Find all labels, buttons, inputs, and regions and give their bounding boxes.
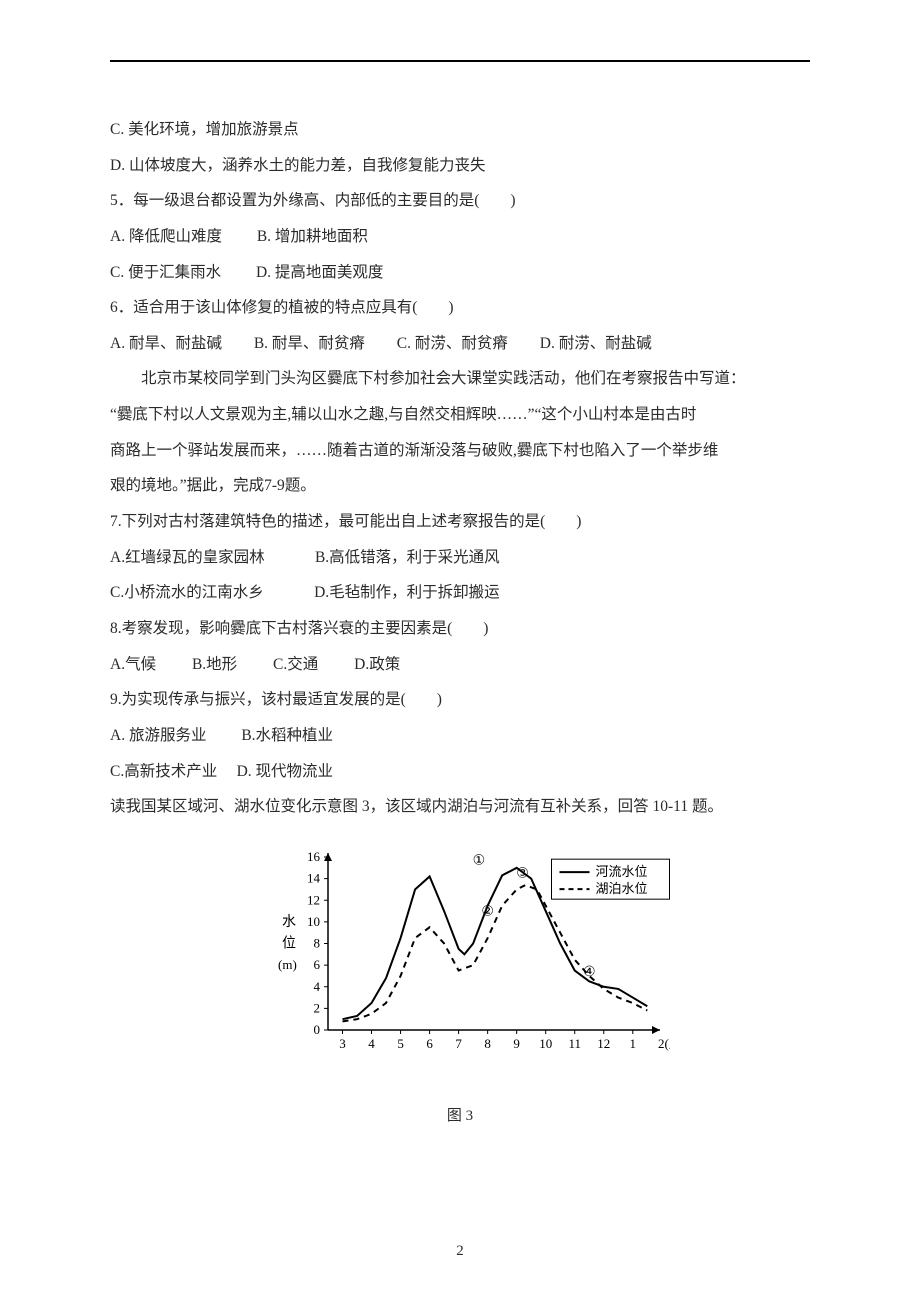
q6-c: C. 耐涝、耐贫瘠 [397,335,508,352]
svg-text:④: ④ [583,965,596,980]
option-c: C. 美化环境，增加旅游景点 [110,112,810,148]
svg-text:1: 1 [630,1036,637,1051]
svg-text:7: 7 [455,1036,462,1051]
q8-b: B.地形 [192,656,237,673]
svg-text:10: 10 [307,914,320,929]
line-chart: 0 2 4 6 8 10 12 14 16 3 4 5 6 7 8 9 10 11 12 1 2(月) 水位 (m) ① ② ③ ④… [250,843,670,1058]
svg-text:0: 0 [314,1022,321,1037]
q8-d: D.政策 [354,656,400,673]
svg-text:14: 14 [307,870,321,885]
svg-text:水: 水 [282,914,296,930]
q6-a: A. 耐旱、耐盐碱 [110,335,222,352]
figure-3-caption: 图 3 [110,1099,810,1134]
page-number: 2 [0,1243,920,1260]
option-d: D. 山体坡度大，涵养水土的能力差，自我修复能力丧失 [110,148,810,184]
svg-text:3: 3 [339,1036,346,1051]
top-rule [110,60,810,62]
q5-stem: 5．每一级退台都设置为外缘高、内部低的主要目的是( ) [110,183,810,219]
q5-c: C. 便于汇集雨水 [110,264,221,281]
svg-text:4: 4 [368,1036,375,1051]
q9-d: D. 现代物流业 [237,763,333,780]
passage-l4: 艰的境地。”据此，完成7-9题。 [110,468,810,504]
svg-text:12: 12 [307,892,320,907]
q6-opts: A. 耐旱、耐盐碱 B. 耐旱、耐贫瘠 C. 耐涝、耐贫瘠 D. 耐涝、耐盐碱 [110,326,810,362]
q9-a: A. 旅游服务业 [110,727,206,744]
svg-text:6: 6 [426,1036,433,1051]
fig3-intro: 读我国某区域河、湖水位变化示意图 3，该区域内湖泊与河流有互补关系，回答 10-… [110,789,810,825]
q7-c: C.小桥流水的江南水乡 [110,584,264,601]
q8-c: C.交通 [273,656,318,673]
passage-l2: “爨底下村以人文景观为主,辅以山水之趣,与自然交相辉映……”“这个小山村本是由古… [110,397,810,433]
q7-row1: A.红墙绿瓦的皇家园林 B.高低错落，利于采光通风 [110,540,810,576]
svg-text:9: 9 [513,1036,520,1051]
svg-text:③: ③ [516,866,529,881]
svg-text:8: 8 [484,1036,491,1051]
svg-text:2(月): 2(月) [658,1036,670,1051]
passage-l1: 北京市某校同学到门头沟区爨底下村参加社会大课堂实践活动，他们在考察报告中写道： [110,361,810,397]
q6-d: D. 耐涝、耐盐碱 [540,335,652,352]
svg-text:②: ② [481,904,494,919]
q8-opts: A.气候 B.地形 C.交通 D.政策 [110,647,810,683]
svg-text:位: 位 [282,935,296,951]
svg-text:5: 5 [397,1036,404,1051]
svg-text:4: 4 [314,979,321,994]
svg-text:6: 6 [314,957,321,972]
page: C. 美化环境，增加旅游景点 D. 山体坡度大，涵养水土的能力差，自我修复能力丧… [0,0,920,1302]
q7-stem: 7.下列对古村落建筑特色的描述，最可能出自上述考察报告的是( ) [110,504,810,540]
q9-row2: C.高新技术产业 D. 现代物流业 [110,754,810,790]
q5-b: B. 增加耕地面积 [257,228,368,245]
q5-d: D. 提高地面美观度 [256,264,383,281]
q6-b: B. 耐旱、耐贫瘠 [254,335,365,352]
svg-text:湖泊水位: 湖泊水位 [596,881,648,896]
q7-b: B.高低错落，利于采光通风 [315,549,500,566]
q5-row2: C. 便于汇集雨水 D. 提高地面美观度 [110,255,810,291]
svg-text:2: 2 [314,1000,321,1015]
svg-text:12: 12 [597,1036,610,1051]
q7-a: A.红墙绿瓦的皇家园林 [110,549,265,566]
svg-text:8: 8 [314,935,321,950]
q7-d: D.毛毡制作，利于拆卸搬运 [314,584,500,601]
passage-l3: 商路上一个驿站发展而来，……随着古道的渐渐没落与破败,爨底下村也陷入了一个举步维 [110,433,810,469]
q9-stem: 9.为实现传承与振兴，该村最适宜发展的是( ) [110,682,810,718]
figure-3: 0 2 4 6 8 10 12 14 16 3 4 5 6 7 8 9 10 11 12 1 2(月) 水位 (m) ① ② ③ ④… [110,843,810,1072]
svg-text:河流水位: 河流水位 [596,864,648,879]
q8-stem: 8.考察发现，影响爨底下古村落兴衰的主要因素是( ) [110,611,810,647]
svg-text:11: 11 [568,1036,581,1051]
q8-a: A.气候 [110,656,156,673]
q5-a: A. 降低爬山难度 [110,228,222,245]
body-text: C. 美化环境，增加旅游景点 D. 山体坡度大，涵养水土的能力差，自我修复能力丧… [110,112,810,1134]
svg-text:16: 16 [307,849,321,864]
svg-text:10: 10 [539,1036,552,1051]
q5-row1: A. 降低爬山难度 B. 增加耕地面积 [110,219,810,255]
q6-stem: 6．适合用于该山体修复的植被的特点应具有( ) [110,290,810,326]
svg-text:①: ① [473,853,486,868]
q7-row2: C.小桥流水的江南水乡 D.毛毡制作，利于拆卸搬运 [110,575,810,611]
q9-c: C.高新技术产业 [110,763,217,780]
svg-text:(m): (m) [278,957,297,972]
q9-row1: A. 旅游服务业 B.水稻种植业 [110,718,810,754]
q9-b: B.水稻种植业 [241,727,333,744]
